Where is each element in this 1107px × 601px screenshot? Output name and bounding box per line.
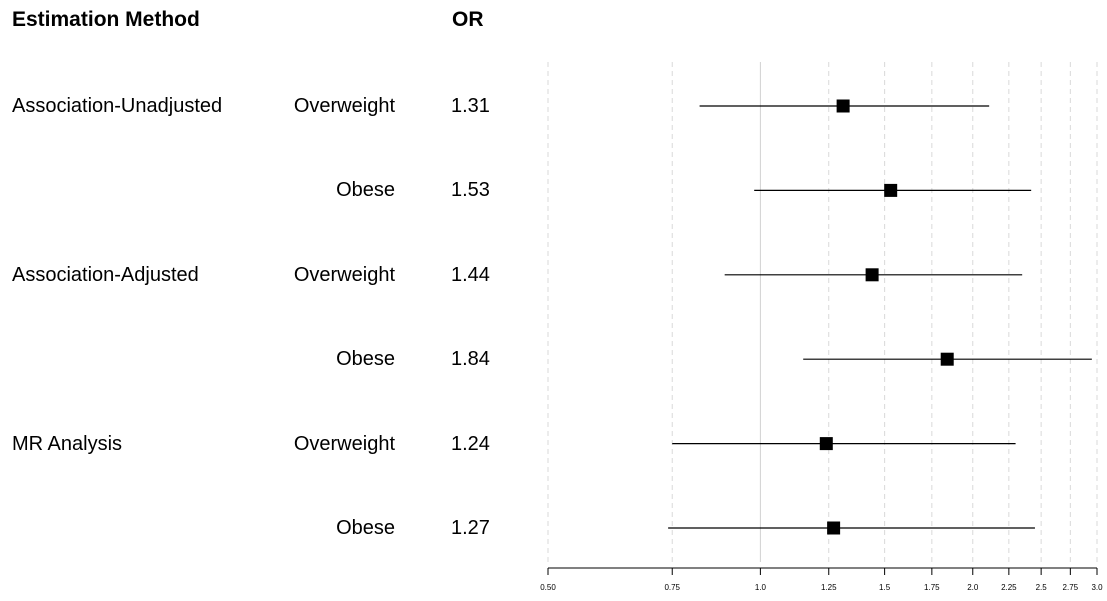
x-tick-label-0: 0.50 [540, 583, 556, 592]
row-group-label: Overweight [293, 263, 395, 286]
point-estimate-3 [940, 352, 954, 366]
row-or-value: 1.31 [451, 95, 490, 117]
point-estimate-2 [865, 268, 879, 282]
row-or-value: 1.84 [451, 348, 490, 371]
gridlines [547, 62, 1098, 562]
x-tick-label-2: 1.0 [755, 583, 767, 592]
row-group-label: Obese [336, 517, 395, 539]
header-or: OR [452, 8, 484, 31]
x-tick-label-8: 2.5 [1036, 583, 1048, 592]
point-estimate-4 [819, 437, 833, 451]
estimates [668, 99, 1092, 535]
header-estimation-method: Estimation Method [12, 8, 200, 31]
x-axis: 0.50 0.75 1.0 1.25 1.5 1.75 2.0 2.25 2.5 2.75 3.0 [540, 567, 1103, 592]
x-tick-label-10: 3.0 [1091, 583, 1103, 592]
row-group-label: Overweight [293, 432, 395, 455]
row-or-value: 1.44 [451, 263, 490, 286]
row-method-label: Association-Unadjusted [12, 95, 223, 117]
row-method-label: MR Analysis [12, 432, 123, 455]
x-tick-label-1: 0.75 [664, 583, 680, 592]
x-tick-label-6: 2.0 [967, 583, 979, 592]
x-tick-label-3: 1.25 [821, 583, 837, 592]
x-tick-label-7: 2.25 [1001, 583, 1017, 592]
point-estimate-1 [884, 183, 898, 197]
row-group-label: Obese [336, 179, 395, 202]
x-tick-label-4: 1.5 [879, 583, 891, 592]
x-tick-label-5: 1.75 [924, 583, 940, 592]
point-estimate-0 [836, 99, 850, 113]
row-or-value: 1.53 [451, 179, 490, 202]
row-group-label: Obese [336, 348, 395, 371]
row-group-label: Overweight [293, 95, 395, 117]
point-estimate-5 [827, 521, 841, 535]
row-or-value: 1.27 [451, 517, 490, 539]
row-method-label: Association-Adjusted [12, 263, 199, 286]
row-or-value: 1.24 [451, 432, 490, 455]
x-tick-label-9: 2.75 [1063, 583, 1079, 592]
